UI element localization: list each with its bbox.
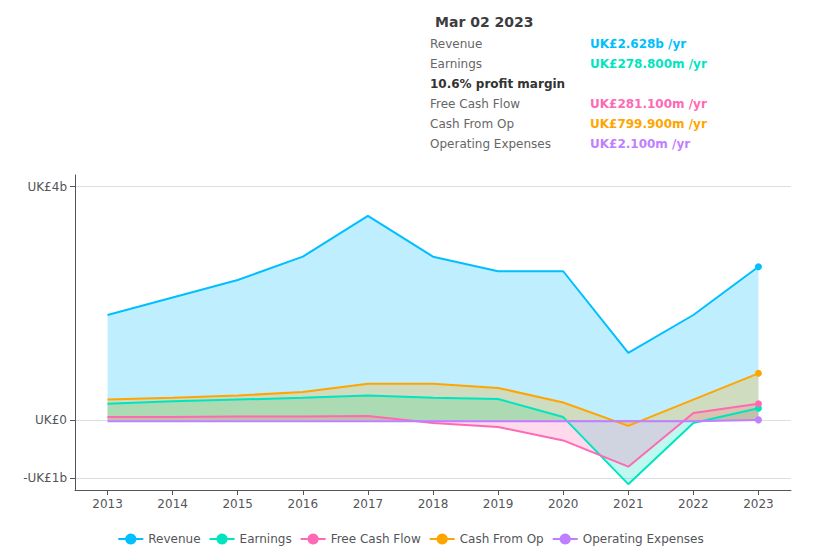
- svg-text:UK£799.900m /yr: UK£799.900m /yr: [590, 117, 707, 131]
- svg-text:Free Cash Flow: Free Cash Flow: [331, 532, 421, 546]
- svg-text:2023: 2023: [743, 497, 774, 511]
- svg-text:Free Cash Flow: Free Cash Flow: [430, 97, 520, 111]
- svg-text:2020: 2020: [548, 497, 579, 511]
- svg-text:UK£278.800m /yr: UK£278.800m /yr: [590, 57, 707, 71]
- svg-text:Operating Expenses: Operating Expenses: [430, 137, 551, 151]
- svg-text:2016: 2016: [288, 497, 319, 511]
- svg-text:Operating Expenses: Operating Expenses: [583, 532, 704, 546]
- svg-text:Earnings: Earnings: [430, 57, 482, 71]
- svg-text:-UK£1b: -UK£1b: [23, 471, 67, 485]
- svg-text:2013: 2013: [92, 497, 123, 511]
- svg-text:2021: 2021: [613, 497, 644, 511]
- svg-text:UK£4b: UK£4b: [27, 180, 67, 194]
- svg-text:2017: 2017: [353, 497, 384, 511]
- svg-text:2018: 2018: [418, 497, 449, 511]
- svg-text:Earnings: Earnings: [240, 532, 292, 546]
- svg-text:Revenue: Revenue: [430, 37, 482, 51]
- svg-text:UK£0: UK£0: [35, 413, 67, 427]
- svg-text:10.6% profit margin: 10.6% profit margin: [430, 77, 565, 91]
- svg-text:2015: 2015: [222, 497, 253, 511]
- svg-text:2019: 2019: [483, 497, 514, 511]
- svg-text:2014: 2014: [157, 497, 188, 511]
- svg-text:UK£2.628b /yr: UK£2.628b /yr: [590, 37, 686, 51]
- svg-text:UK£2.100m /yr: UK£2.100m /yr: [590, 137, 690, 151]
- svg-text:Cash From Op: Cash From Op: [430, 117, 514, 131]
- svg-text:Cash From Op: Cash From Op: [460, 532, 544, 546]
- svg-text:UK£281.100m /yr: UK£281.100m /yr: [590, 97, 707, 111]
- svg-text:2022: 2022: [678, 497, 709, 511]
- svg-text:Revenue: Revenue: [148, 532, 200, 546]
- svg-text:Mar 02 2023: Mar 02 2023: [435, 14, 533, 30]
